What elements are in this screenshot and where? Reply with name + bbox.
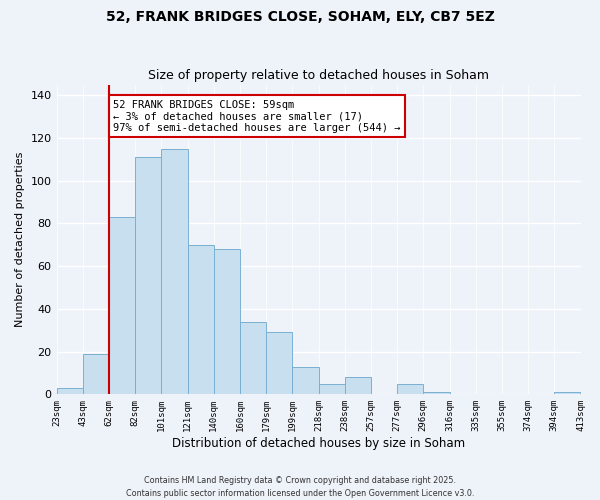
- Title: Size of property relative to detached houses in Soham: Size of property relative to detached ho…: [148, 69, 489, 82]
- Text: 52, FRANK BRIDGES CLOSE, SOHAM, ELY, CB7 5EZ: 52, FRANK BRIDGES CLOSE, SOHAM, ELY, CB7…: [106, 10, 494, 24]
- Bar: [83, 354, 109, 395]
- Bar: [266, 332, 292, 394]
- Text: 52 FRANK BRIDGES CLOSE: 59sqm
← 3% of detached houses are smaller (17)
97% of se: 52 FRANK BRIDGES CLOSE: 59sqm ← 3% of de…: [113, 100, 400, 132]
- X-axis label: Distribution of detached houses by size in Soham: Distribution of detached houses by size …: [172, 437, 465, 450]
- Bar: [214, 249, 240, 394]
- Y-axis label: Number of detached properties: Number of detached properties: [15, 152, 25, 327]
- Bar: [424, 392, 449, 394]
- Bar: [554, 392, 580, 394]
- Bar: [292, 366, 319, 394]
- Bar: [319, 384, 345, 394]
- Bar: [397, 384, 424, 394]
- Bar: [56, 388, 83, 394]
- Bar: [109, 217, 135, 394]
- Text: Contains HM Land Registry data © Crown copyright and database right 2025.
Contai: Contains HM Land Registry data © Crown c…: [126, 476, 474, 498]
- Bar: [188, 245, 214, 394]
- Bar: [135, 157, 161, 394]
- Bar: [345, 377, 371, 394]
- Bar: [240, 322, 266, 394]
- Bar: [161, 148, 188, 394]
